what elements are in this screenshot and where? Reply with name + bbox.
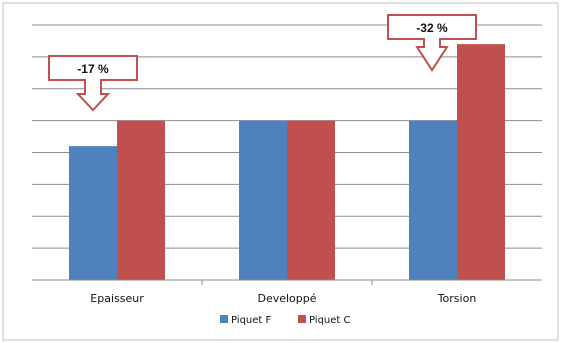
bar-piquet-f-developpe: [239, 120, 287, 280]
bar-piquet-f-epaisseur: [69, 146, 117, 280]
bars: [69, 44, 505, 280]
x-tick-label-torsion: Torsion: [437, 292, 477, 305]
bar-piquet-c-developpe: [287, 120, 335, 280]
annotations: -17 % -32 %: [48, 14, 477, 112]
bar-piquet-c-torsion: [457, 44, 505, 280]
callout-shape: [48, 55, 138, 112]
callout-torsion: -32 %: [387, 14, 477, 72]
x-tick-labels: Epaisseur Developpé Torsion: [90, 292, 476, 305]
x-tick-label-epaisseur: Epaisseur: [90, 292, 144, 305]
x-tick-label-developpe: Developpé: [257, 292, 316, 305]
legend-label-piquet-c: Piquet C: [309, 315, 351, 326]
legend-swatch-piquet-f: [220, 315, 228, 323]
bar-piquet-f-torsion: [409, 120, 457, 280]
annotation-label: -32 %: [416, 21, 448, 35]
legend-label-piquet-f: Piquet F: [231, 315, 272, 326]
bar-piquet-c-epaisseur: [117, 120, 165, 280]
legend: Piquet F Piquet C: [220, 315, 351, 326]
annotation-label: -17 %: [77, 62, 109, 76]
callout-epaisseur: -17 %: [48, 55, 138, 112]
legend-swatch-piquet-c: [298, 315, 306, 323]
callout-shape: [387, 14, 477, 72]
